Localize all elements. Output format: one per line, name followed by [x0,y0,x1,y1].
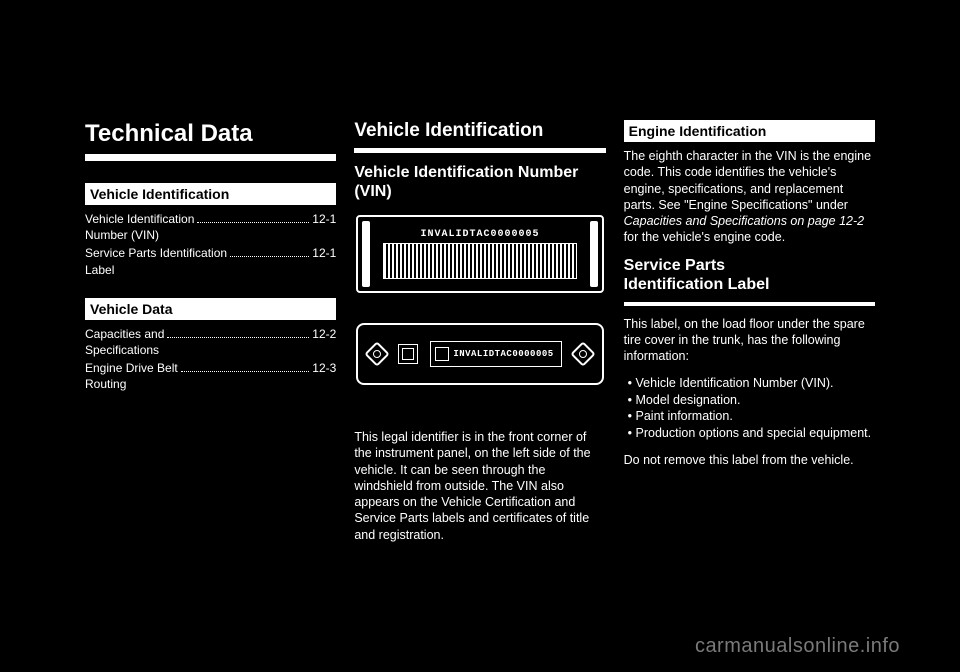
toc-dots [197,222,309,223]
plate-stud-icon [590,221,598,287]
heading-rule [354,148,605,153]
column-middle: Vehicle Identification Vehicle Identific… [354,120,605,553]
toc-vehicle-identification: Vehicle Identification Vehicle Identific… [85,183,336,280]
toc-dots [230,256,309,257]
stamp-icon [398,344,418,364]
heading-rule [624,302,875,306]
section-bar-vehicle-data: Vehicle Data [85,298,336,320]
heading-vin: Vehicle Identification Number (VIN) [354,163,605,201]
engine-id-body: The eighth character in the VIN is the e… [624,148,875,246]
vin-barcode-icon [383,243,577,279]
bullet-item: Model designation. [628,392,875,409]
toc-vehicle-data: Vehicle Data Capacities andSpecification… [85,298,336,395]
vin-plate-inner: INVALIDTAC0000005 [374,221,585,287]
vin-figure: INVALIDTAC0000005 INVALIDTAC0000005 [354,209,605,419]
toc-page: 12-1 [312,211,336,227]
engine-id-text-b: for the vehicle's engine code. [624,230,786,244]
toc-page: 12-2 [312,326,336,342]
toc-dots [181,371,310,372]
engine-id-text-a: The eighth character in the VIN is the e… [624,149,871,212]
chapter-title: Technical Data [85,120,336,148]
toc-item: Engine Drive BeltRouting 12-3 [85,360,336,392]
watermark: carmanualsonline.info [695,635,900,658]
toc-label: Service Parts IdentificationLabel [85,245,227,277]
bullet-item: Paint information. [628,408,875,425]
column-left: Technical Data Vehicle Identification Ve… [85,120,336,553]
bullet-item: Vehicle Identification Number (VIN). [628,375,875,392]
section-bar-engine-identification: Engine Identification [624,120,875,142]
heading-line: Service Parts [624,257,725,274]
vin-plate-windshield: INVALIDTAC0000005 [356,215,603,293]
chapter-rule [85,154,336,161]
bolt-icon [365,341,390,366]
toc-label: Vehicle IdentificationNumber (VIN) [85,211,194,243]
toc-dots [167,337,309,338]
vin-text: INVALIDTAC0000005 [420,229,539,240]
vin-text: INVALIDTAC0000005 [453,349,553,359]
toc-label: Engine Drive BeltRouting [85,360,178,392]
plate-stud-icon [362,221,370,287]
toc-page: 12-1 [312,245,336,261]
bolt-icon [570,341,595,366]
service-parts-bullets: Vehicle Identification Number (VIN). Mod… [624,375,875,443]
vin-inner-box: INVALIDTAC0000005 [430,341,561,367]
service-parts-note: Do not remove this label from the vehicl… [624,452,875,468]
toc-page: 12-3 [312,360,336,376]
vin-small-icon [435,347,449,361]
heading-vehicle-identification: Vehicle Identification [354,120,605,142]
vin-description: This legal identifier is in the front co… [354,429,605,543]
engine-id-ref: Capacities and Specifications on page 12… [624,214,864,228]
toc-item: Vehicle IdentificationNumber (VIN) 12-1 [85,211,336,243]
toc-item: Capacities andSpecifications 12-2 [85,326,336,358]
service-parts-intro: This label, on the load floor under the … [624,316,875,365]
heading-service-parts-label: Service Parts Identification Label [624,256,875,294]
toc-label: Capacities andSpecifications [85,326,164,358]
toc-item: Service Parts IdentificationLabel 12-1 [85,245,336,277]
heading-line: Identification Label [624,276,770,293]
section-bar-vehicle-identification: Vehicle Identification [85,183,336,205]
vin-plate-label: INVALIDTAC0000005 [356,323,603,385]
column-right: Engine Identification The eighth charact… [624,120,875,553]
bullet-item: Production options and special equipment… [628,425,875,442]
page-content: Technical Data Vehicle Identification Ve… [85,0,875,553]
